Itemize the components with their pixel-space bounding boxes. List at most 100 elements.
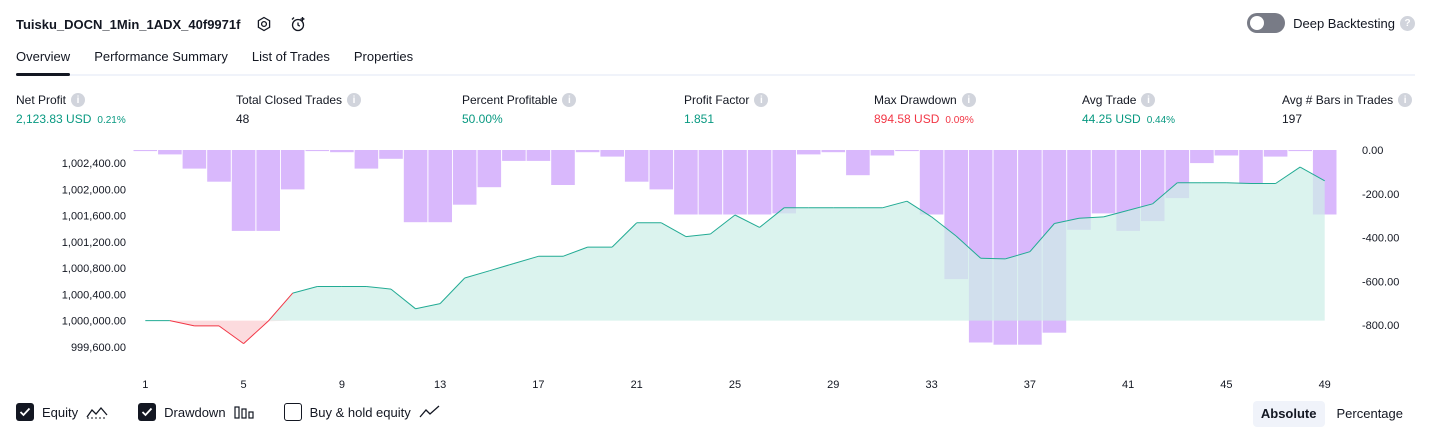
tab-list-of-trades[interactable]: List of Trades [251, 49, 330, 64]
right-axis-tick: -800.00 [1362, 320, 1399, 332]
equity-line-segment [489, 263, 515, 272]
line-chart-icon [419, 405, 441, 419]
drawdown-bar [624, 150, 649, 182]
metric-label: Max Drawdown [874, 93, 957, 107]
equity-line-segment [267, 292, 294, 322]
metric-profit-factor: Profit Factor i 1.851 [684, 93, 769, 126]
tab-performance-summary[interactable]: Performance Summary [94, 49, 228, 64]
equity-line-segment [980, 257, 1006, 260]
equity-line-segment [1029, 223, 1055, 253]
metric-label: Total Closed Trades [236, 93, 343, 107]
drawdown-bar [846, 150, 870, 176]
x-axis-tick: 25 [729, 379, 741, 391]
drawdown-bar [502, 150, 526, 161]
tab-overview[interactable]: Overview [16, 48, 71, 76]
x-axis-tick: 33 [925, 379, 937, 391]
x-axis-tick: 49 [1319, 379, 1331, 391]
tab-properties[interactable]: Properties [353, 49, 414, 64]
equity-line-segment [882, 200, 908, 209]
metric-label: Avg # Bars in Trades [1282, 93, 1394, 107]
tab-bar: Overview Performance Summary List of Tra… [16, 48, 1415, 76]
scale-mode-toggle: Absolute Percentage [1249, 401, 1411, 427]
x-axis-tick: 5 [241, 379, 247, 391]
info-icon[interactable]: i [1398, 93, 1413, 107]
metric-percent: 0.21% [97, 115, 126, 126]
metric-percent: 0.44% [1146, 115, 1176, 126]
drawdown-bar [1239, 150, 1263, 184]
drawdown-bar [182, 150, 207, 169]
right-axis-tick: -400.00 [1362, 233, 1399, 245]
right-axis-tick: -200.00 [1362, 189, 1399, 201]
equity-line-segment [1078, 216, 1104, 219]
drawdown-bar [821, 150, 846, 153]
legend-equity[interactable]: Equity [16, 403, 108, 421]
equity-line-segment [734, 214, 760, 228]
chart-legend: Equity Drawdown Buy & hold equity [16, 403, 471, 421]
info-icon[interactable]: i [71, 93, 86, 107]
x-axis-tick: 29 [827, 379, 839, 391]
x-axis-tick: 13 [434, 379, 446, 391]
x-axis-tick: 1 [142, 379, 148, 391]
drawdown-bar [207, 150, 231, 182]
absolute-button[interactable]: Absolute [1252, 401, 1325, 427]
equity-checkbox[interactable] [16, 403, 34, 421]
drawdown-bar [256, 150, 280, 231]
equity-line-segment [1054, 217, 1080, 224]
add-alert-icon[interactable] [288, 14, 308, 34]
left-axis-tick: 1,000,800.00 [62, 263, 126, 275]
info-icon[interactable]: i [1141, 93, 1156, 107]
equity-line-segment [464, 270, 490, 279]
drawdown-bar [428, 150, 452, 223]
equity-line-segment [685, 233, 711, 238]
drawdown-bar [158, 150, 182, 155]
drawdown-bar [330, 150, 354, 153]
drawdown-bar [354, 150, 379, 169]
x-axis-tick: 9 [339, 379, 345, 391]
metric-net-profit: Net Profit i 2,123.83 USD 0.21% [16, 93, 126, 126]
left-axis-tick: 1,002,000.00 [62, 184, 126, 196]
info-icon[interactable]: i [754, 93, 769, 107]
left-axis-tick: 1,001,600.00 [62, 211, 126, 223]
drawdown-checkbox[interactable] [138, 403, 157, 421]
drawdown-bar [796, 150, 821, 155]
metric-total-closed-trades: Total Closed Trades i 48 [236, 93, 362, 126]
legend-drawdown[interactable]: Drawdown [138, 403, 254, 421]
percentage-button[interactable]: Percentage [1336, 406, 1404, 421]
legend-label: Buy & hold equity [309, 404, 411, 420]
buy-hold-checkbox[interactable] [283, 403, 302, 421]
deep-backtesting-toggle[interactable] [1247, 13, 1286, 33]
equity-line-segment [955, 235, 982, 259]
drawdown-bar [305, 150, 330, 152]
drawdown-bar [1214, 150, 1239, 156]
drawdown-bar [1190, 150, 1214, 164]
x-axis-tick: 45 [1220, 379, 1232, 391]
equity-line-segment [169, 320, 195, 327]
drawdown-bar [1067, 150, 1091, 230]
drawdown-bar [403, 150, 428, 223]
settings-icon[interactable] [254, 14, 274, 34]
equity-line-segment [292, 286, 318, 294]
left-axis-tick: 1,002,400.00 [62, 158, 126, 170]
drawdown-bar [747, 150, 772, 215]
metric-label: Profit Factor [684, 93, 750, 107]
equity-line-segment [218, 325, 244, 345]
left-axis-tick: 1,000,000.00 [62, 316, 126, 328]
metric-value: 894.58 USD [874, 112, 940, 126]
strategy-name: Tuisku_DOCN_1Min_1ADX_40f9971f [16, 16, 241, 32]
x-axis-tick: 41 [1122, 379, 1134, 391]
drawdown-bar [133, 150, 158, 152]
drawdown-bar [772, 150, 796, 214]
metric-avg-bars: Avg # Bars in Trades i 197 [1282, 93, 1413, 126]
help-icon[interactable]: ? [1400, 15, 1415, 31]
deep-backtesting-label: Deep Backtesting [1293, 15, 1395, 31]
x-axis-tick: 21 [631, 379, 643, 391]
x-axis-tick: 37 [1024, 379, 1036, 391]
info-icon[interactable]: i [961, 93, 976, 107]
info-icon[interactable]: i [347, 93, 362, 107]
right-axis-tick: -600.00 [1362, 276, 1399, 288]
equity-line-segment [562, 246, 588, 257]
legend-buy-hold[interactable]: Buy & hold equity [283, 403, 441, 421]
metric-value: 48 [236, 112, 250, 126]
drawdown-bar [379, 150, 403, 159]
info-icon[interactable]: i [562, 93, 577, 107]
